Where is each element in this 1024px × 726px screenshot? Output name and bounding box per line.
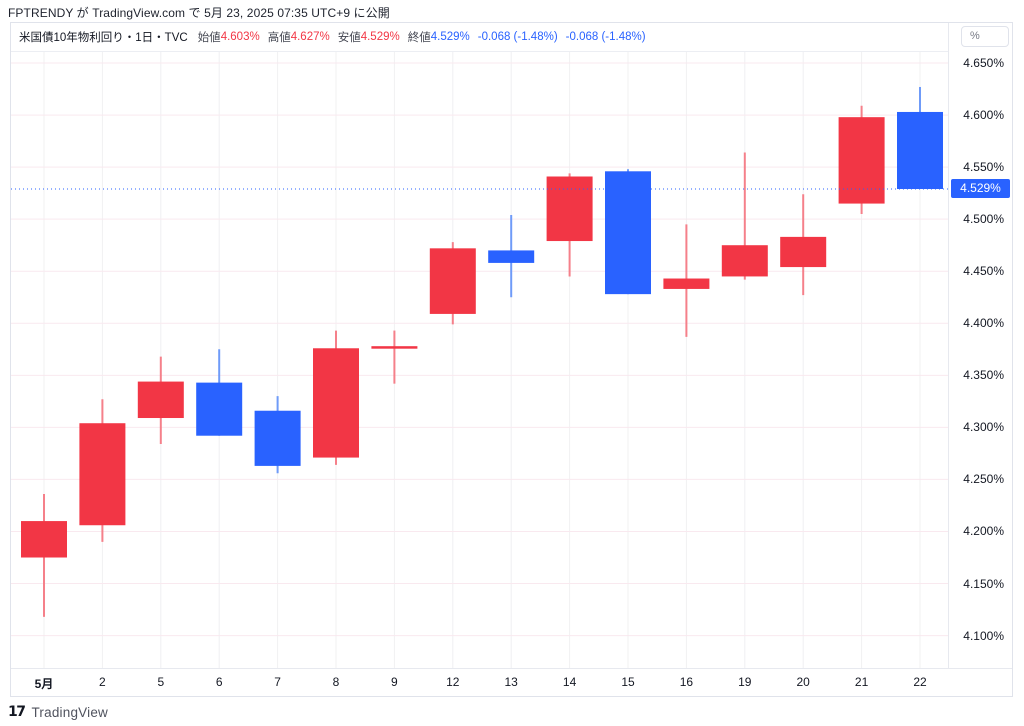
time-axis-label: 21 [854, 675, 869, 689]
open-value: 4.603% [220, 31, 260, 43]
time-axis-label: 15 [621, 675, 635, 689]
attribution-text: FPTRENDY が TradingView.com で 5月 23, 2025… [8, 6, 390, 20]
candle-body [605, 171, 651, 295]
candle-body [838, 117, 885, 204]
price-axis[interactable]: % 4.650% 4.600% 4.550% 4.500% 4.450% 4.400% 4.… [948, 23, 1012, 668]
price-axis-label: 4.250% [963, 472, 1004, 487]
time-axis-label: 22 [913, 675, 927, 689]
price-axis-label: 4.450% [963, 264, 1004, 279]
candle-body [196, 382, 243, 436]
close-value: 4.529% [430, 31, 470, 43]
price-axis-label: 4.150% [963, 576, 1004, 591]
candle-body [429, 248, 476, 314]
time-axis-label: 7 [274, 675, 281, 689]
price-axis-label: 4.550% [963, 160, 1004, 175]
change-absolute: -0.068 (-1.48%) [477, 31, 558, 43]
open-label: 始値 [197, 32, 221, 44]
tradingview-logo-icon[interactable]: 17 [8, 704, 26, 720]
candle-body [721, 245, 768, 277]
high-label: 高値 [267, 32, 291, 44]
footer: 17 TradingView [8, 704, 108, 720]
close-label: 終値 [407, 32, 431, 44]
low-value: 4.529% [360, 31, 400, 43]
time-axis-label: 9 [391, 675, 398, 689]
time-axis-label: 16 [679, 675, 694, 689]
high-value: 4.627% [290, 31, 330, 43]
price-axis-label: 4.200% [963, 524, 1004, 539]
low-label: 安値 [337, 32, 361, 44]
candle-body [663, 278, 710, 289]
price-axis-label: 4.350% [963, 368, 1004, 383]
candle-body [21, 521, 67, 558]
candle-body [137, 381, 184, 419]
time-axis-label: 19 [738, 675, 752, 689]
price-axis-label: 4.500% [963, 212, 1004, 227]
candle-body [313, 348, 359, 458]
price-axis-label: 4.400% [963, 316, 1004, 331]
candle-body [488, 250, 535, 263]
candle-body [780, 236, 827, 268]
time-axis-label: 8 [332, 675, 340, 689]
time-axis-label: 13 [504, 675, 518, 689]
price-unit-button[interactable]: % [961, 26, 1009, 47]
time-axis-label: 2 [99, 675, 106, 689]
candle-body [371, 346, 418, 349]
time-axis-label: 6 [215, 675, 223, 689]
chart-legend: 米国債10年物利回り・1日・TVC 始値 4.603% 高値 4.627% 安値 4.… [11, 23, 1012, 52]
time-axis-label: 20 [796, 675, 810, 689]
time-axis-label: 14 [562, 675, 577, 689]
price-axis-label: 4.650% [963, 56, 1004, 71]
candle-body [546, 176, 593, 242]
tradingview-logo-text[interactable]: TradingView [31, 704, 108, 720]
price-axis-label: 4.600% [963, 108, 1004, 123]
time-axis-label: 5 [157, 675, 165, 689]
last-price-badge: 4.529% [951, 179, 1010, 199]
time-axis[interactable]: 5月 2 5 6 7 8 9 12 13 14 15 16 19 20 21 22 [11, 668, 1012, 696]
candle-body [254, 410, 301, 466]
price-axis-label: 4.100% [963, 628, 1004, 643]
chart-pane[interactable] [11, 52, 948, 668]
change-percent: -0.068 (-1.48%) [565, 31, 646, 43]
time-axis-label: 12 [446, 675, 460, 689]
chart-widget: 米国債10年物利回り・1日・TVC 始値 4.603% 高値 4.627% 安値 4.… [10, 22, 1013, 697]
symbol-title[interactable]: 米国債10年物利回り・1日・TVC [19, 32, 188, 44]
candle-body [79, 423, 126, 526]
candle-body [897, 111, 943, 189]
price-axis-label: 4.300% [963, 420, 1004, 435]
time-axis-label: 5月 [34, 677, 54, 691]
candlestick-svg [11, 52, 948, 668]
